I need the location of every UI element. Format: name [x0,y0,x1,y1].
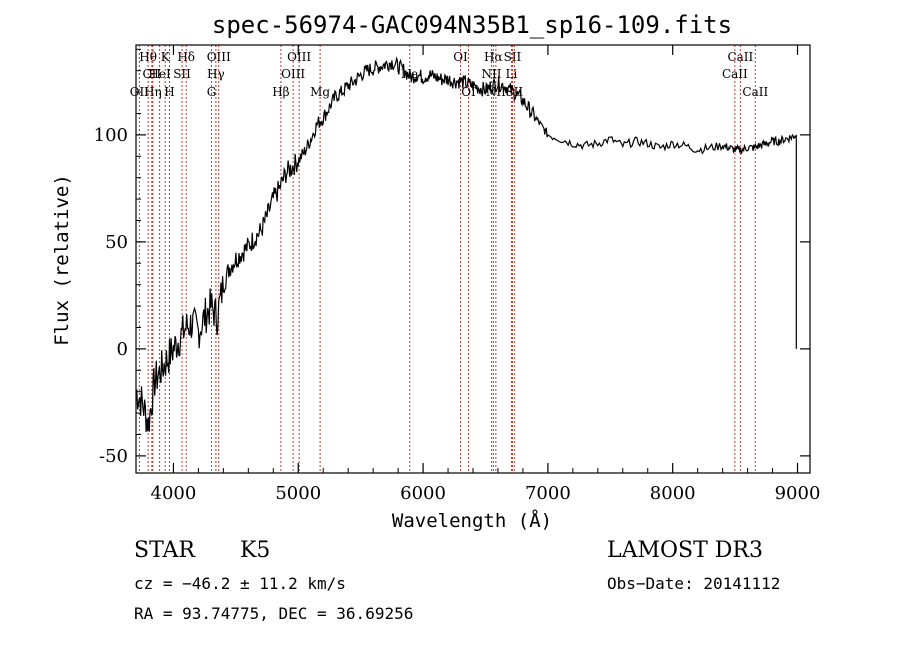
survey-name: LAMOST DR3 [607,538,763,563]
spectral-line-label: OIII [281,67,305,81]
spectral-line-label: Hη [144,85,162,99]
spectral-line-markers [138,45,756,473]
y-tick-label: 100 [94,125,128,146]
spectral-line-label: H [164,85,174,99]
object-subclass: K5 [240,538,271,563]
x-tick-label: 7000 [525,483,571,504]
plot-frame [135,44,811,474]
spectral-line-label: NII [481,67,501,81]
spectral-line-label: Hα [484,50,503,64]
y-tick-label: -50 [99,446,128,467]
spectral-line-label: Mg [310,85,330,99]
x-tick-label: 6000 [400,483,446,504]
spectral-line-label: CII [143,67,162,81]
obs-date-text: Obs−Date: 20141112 [607,574,781,593]
y-axis-ticks: -50 0 50 100 [94,48,810,467]
y-tick-label: 50 [105,232,128,253]
spectral-line-label: Hβ [272,85,289,99]
spectral-line-label: HeI [148,67,171,81]
y-tick-label: 0 [117,339,128,360]
spectral-line-label: CaII [742,85,768,99]
spectral-line-label: CaII [727,50,753,64]
spectral-line-label: SII [173,67,191,81]
spectral-line-label: Li [506,67,518,81]
spectral-line-label: CaII [722,67,748,81]
spectral-line-label: OI [453,50,468,64]
spectral-line-label: Hγ [207,67,225,81]
spectral-line-label: Hθ [139,50,157,64]
object-class: STAR [134,538,195,563]
x-tick-label: 9000 [775,483,821,504]
x-axis-ticks: 4000 5000 6000 7000 8000 9000 [151,45,821,504]
spectral-line-label: OIII [207,50,231,64]
spectral-line-label: OIII [287,50,311,64]
x-tick-label: 8000 [650,483,696,504]
x-tick-label: 5000 [275,483,321,504]
x-axis-label: Wavelength (Å) [392,509,552,532]
redshift-text: cz = −46.2 ± 11.2 km/s [134,574,346,593]
coordinates-text: RA = 93.74775, DEC = 36.69256 [134,604,414,623]
spectral-line-label: Hδ [177,50,195,64]
spectrum-line [135,56,797,433]
chart-title: spec-56974-GAC094N35B1_sp16-109.fits [212,11,732,39]
spectral-line-label: K [161,50,171,64]
spectral-line-label: SII [505,85,523,99]
x-tick-label: 4000 [151,483,197,504]
y-axis-label: Flux (relative) [51,174,73,346]
spectral-line-label: G [207,85,217,99]
spectral-line-label: SII [504,50,522,64]
